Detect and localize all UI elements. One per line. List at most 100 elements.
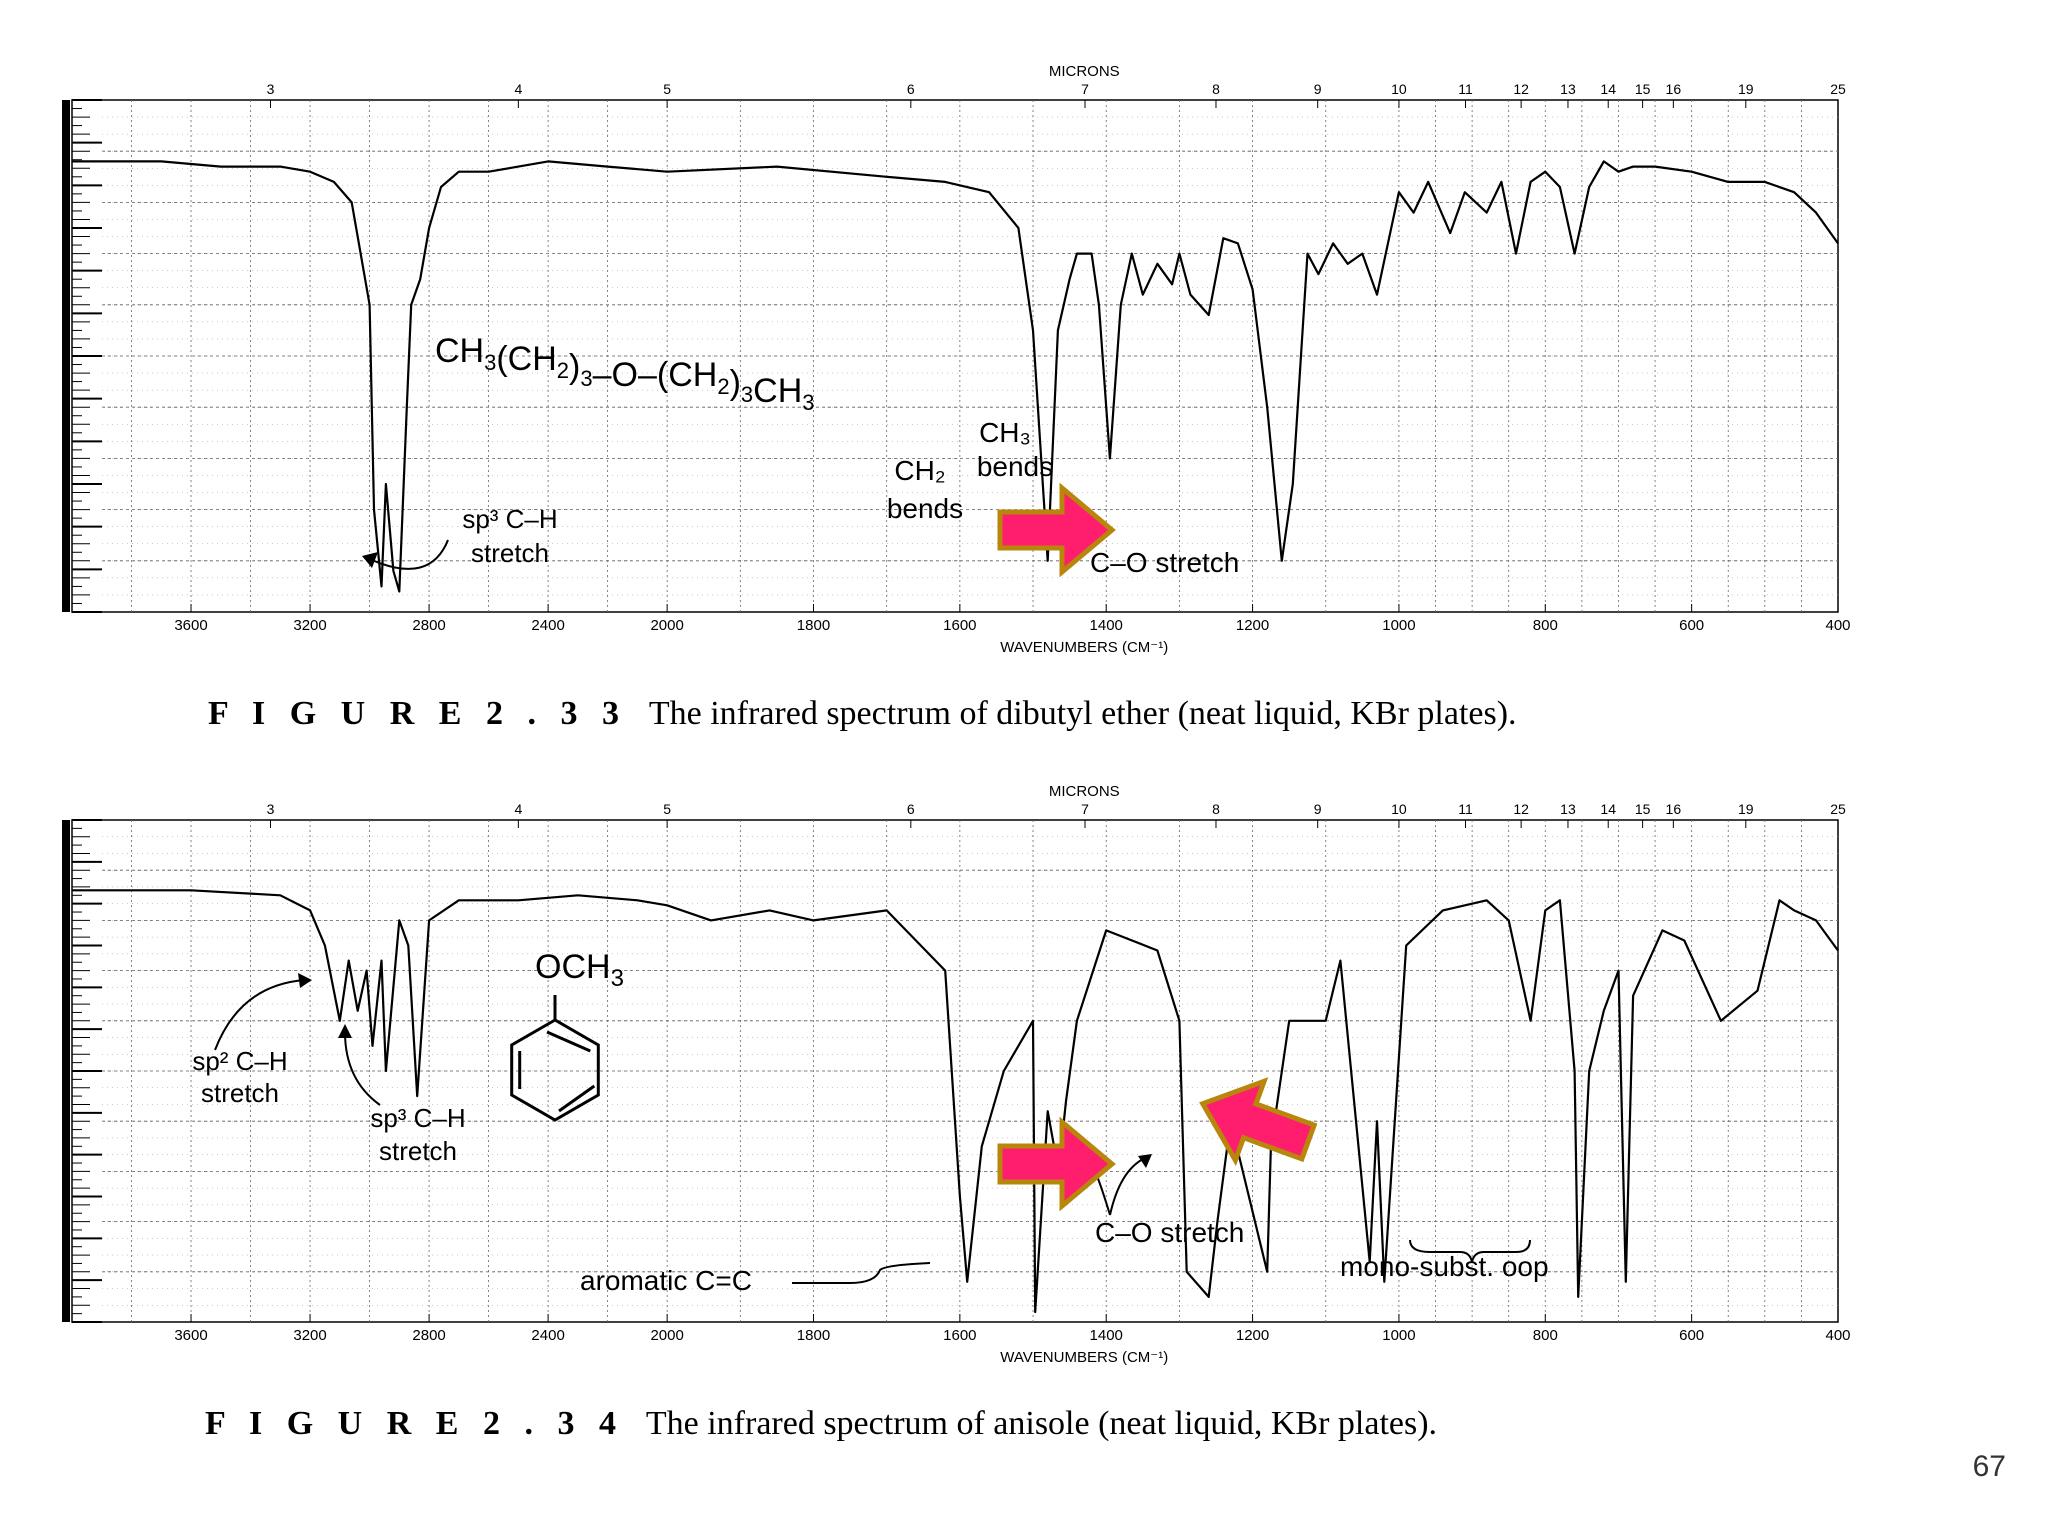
formula-subscript: 3	[741, 382, 753, 407]
annotation-arrow-sp3	[344, 1031, 381, 1106]
formula-subscript: 3	[580, 366, 592, 391]
x-axis-label: WAVENUMBERS (CM⁻¹)	[1000, 1349, 1168, 1366]
micron-tick-label: 19	[1738, 801, 1754, 817]
x-tick-label: 1000	[1382, 617, 1415, 634]
formula-part: (CH	[496, 340, 556, 378]
micron-tick-label: 15	[1635, 801, 1651, 817]
figure-label-2: F I G U R E 2 . 3 4	[205, 1405, 624, 1442]
figure-text-2: The infrared spectrum of anisole (neat l…	[645, 1405, 1438, 1442]
micron-tick-label: 8	[1212, 801, 1220, 817]
micron-tick-label: 10	[1391, 81, 1407, 97]
micron-tick-label: 4	[514, 81, 522, 97]
formula-part: )	[569, 348, 580, 386]
x-tick-label: 1600	[943, 1327, 976, 1344]
micron-tick-label: 14	[1600, 801, 1616, 817]
left-scale-strip	[62, 819, 102, 1323]
micron-tick-label: 16	[1666, 801, 1682, 817]
micron-tick-label: 3	[267, 801, 275, 817]
x-tick-label: 800	[1533, 617, 1558, 634]
micron-tick-label: 12	[1513, 801, 1529, 817]
x-tick-label: 3200	[293, 1327, 326, 1344]
pink-arrow-co-left-shape	[1199, 1077, 1318, 1167]
x-tick-label: 600	[1679, 617, 1704, 634]
micron-tick-label: 6	[907, 81, 915, 97]
x-tick-label: 2400	[531, 617, 564, 634]
micron-tick-label: 25	[1830, 81, 1846, 97]
pink-arrow-co-shape	[997, 482, 1116, 578]
pink-arrow-co	[997, 482, 1116, 578]
spectrum-panel-2: 3 4 5 6 7 8 9 10 11 12 13 14 15 16 19 25 MICRONS 3600 3200…	[0, 770, 2048, 1390]
annotation-sp2-ch: sp² C–H	[192, 1046, 287, 1076]
x-tick-label: 1400	[1090, 617, 1123, 634]
micron-tick-label: 25	[1830, 801, 1846, 817]
page-number: 67	[1972, 1450, 2006, 1483]
benzene-double-bond	[546, 1030, 591, 1053]
annotation-ch2-bends: CH₂	[894, 455, 945, 486]
spectrum-line	[72, 160, 1839, 593]
left-scale-strip	[62, 99, 102, 613]
annotation-brace-cc	[849, 1262, 931, 1284]
x-tick-label: 1800	[797, 1327, 830, 1344]
scale-bar	[62, 820, 70, 1322]
figure-caption-2: F I G U R E 2 . 3 4 The infrared spectru…	[205, 1405, 2048, 1443]
figure-label-1: F I G U R E 2 . 3 3	[208, 695, 627, 732]
micron-tick-label: 12	[1513, 81, 1529, 97]
annotation-mono-subst-oop: mono-subst. oop	[1340, 1251, 1549, 1282]
scale-bar	[62, 100, 70, 612]
annotation-ch3-bends-2: bends	[977, 451, 1053, 482]
x-tick-label: 1400	[1090, 1327, 1123, 1344]
formula-part: CH	[753, 372, 802, 410]
x-tick-label: 400	[1825, 1327, 1850, 1344]
x-tick-label: 3600	[174, 617, 207, 634]
x-axis-label: WAVENUMBERS (CM⁻¹)	[1000, 639, 1168, 656]
x-tick-label: 1800	[797, 617, 830, 634]
annotation-arrowhead-co	[1138, 1154, 1152, 1168]
x-tick-label: 1600	[943, 617, 976, 634]
benzene-hexagon	[510, 1018, 600, 1122]
micron-tick-label: 10	[1391, 801, 1407, 817]
formula-subscript: 3	[802, 390, 814, 415]
grid	[102, 100, 1838, 612]
spectrum-panel-1: 3 4 5 6 7 8 9 10 11 12 13 14 15 16 19 25 MICRONS 3600 3200…	[0, 0, 2048, 690]
pink-arrow-co-left	[1199, 1077, 1318, 1167]
annotation-arrow-co-2	[1109, 1157, 1146, 1216]
figure-caption-1: F I G U R E 2 . 3 3 The infrared spectru…	[208, 695, 2048, 733]
micron-tick-label: 11	[1458, 801, 1473, 817]
x-tick-label: 2400	[531, 1327, 564, 1344]
formula-part: )	[730, 364, 741, 402]
micron-tick-label: 8	[1212, 81, 1220, 97]
micron-tick-label: 5	[663, 81, 671, 97]
annotation-sp3-ch: sp³ C–H	[462, 504, 557, 534]
annotation-arrowhead-sp2	[298, 973, 312, 988]
annotation-arrowhead-sp3	[362, 552, 378, 568]
benzene-ring-icon	[510, 995, 600, 1122]
x-tick-label: 2000	[650, 1327, 683, 1344]
formula-part: OCH	[535, 948, 611, 986]
micron-tick-label: 16	[1666, 81, 1682, 97]
x-tick-label: 3200	[293, 617, 326, 634]
micron-tick-label: 14	[1600, 81, 1616, 97]
x-tick-label: 400	[1825, 617, 1850, 634]
figure-text-1: The infrared spectrum of dibutyl ether (…	[648, 695, 1517, 732]
annotation-sp3-ch-2: stretch	[379, 1136, 457, 1166]
annotation-arrow-sp3	[371, 539, 449, 570]
micron-tick-label: 13	[1560, 801, 1576, 817]
x-tick-label: 800	[1533, 1327, 1558, 1344]
formula-subscript: 3	[484, 350, 496, 375]
formula-part: CH	[435, 332, 484, 370]
top-axis-label: MICRONS	[1049, 783, 1120, 800]
micron-tick-label: 13	[1560, 81, 1576, 97]
x-tick-label: 2800	[412, 617, 445, 634]
pink-arrow-co-right	[997, 1116, 1116, 1212]
micron-tick-label: 7	[1081, 81, 1089, 97]
pink-arrow-co-right-shape	[997, 1116, 1116, 1212]
annotation-co-stretch: C–O stretch	[1095, 1217, 1244, 1248]
annotation-arrow-sp2	[214, 979, 306, 1051]
micron-tick-label: 9	[1314, 81, 1322, 97]
x-tick-label: 2000	[650, 617, 683, 634]
micron-tick-label: 19	[1738, 81, 1754, 97]
x-tick-label: 3600	[174, 1327, 207, 1344]
